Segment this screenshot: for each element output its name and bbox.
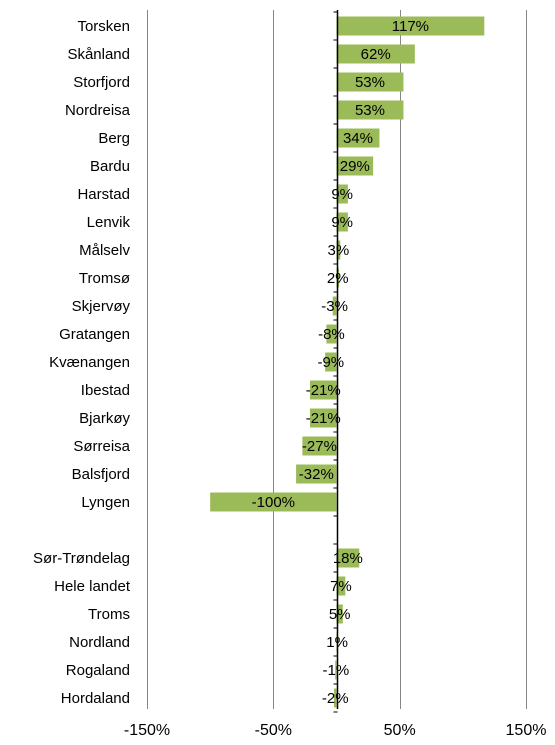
gridlines xyxy=(147,10,527,709)
category-label: Målselv xyxy=(79,242,130,259)
category-label: Skånland xyxy=(67,46,130,63)
bar xyxy=(333,688,337,708)
bar xyxy=(336,72,404,92)
data-label: 9% xyxy=(331,214,353,231)
data-label: -27% xyxy=(302,438,337,455)
category-label: Hordaland xyxy=(61,690,130,707)
x-tick-labels: -150% -50% 50% 150% xyxy=(124,722,547,739)
data-label: 3% xyxy=(328,242,350,259)
category-label: Ibestad xyxy=(81,382,130,399)
bar xyxy=(336,240,341,260)
x-tick-label: 50% xyxy=(384,722,416,739)
bar xyxy=(336,212,348,232)
data-label: -21% xyxy=(306,382,341,399)
category-label: Nordland xyxy=(69,634,130,651)
category-label: Sør-Trøndelag xyxy=(33,550,130,567)
category-label: Rogaland xyxy=(66,662,130,679)
data-labels: 117%62% 53% 53% 34% 29% 9% 9% 3% 2% -3% -8% -9% -21%… xyxy=(252,18,429,707)
category-label: Tromsø xyxy=(79,270,130,287)
data-label: 1% xyxy=(326,634,348,651)
data-label: 117% xyxy=(392,18,429,35)
data-label: -8% xyxy=(318,326,345,343)
bar xyxy=(302,436,337,456)
bar xyxy=(336,44,415,64)
category-label: Lenvik xyxy=(87,214,131,231)
data-label: -3% xyxy=(321,298,348,315)
data-label: 7% xyxy=(330,578,352,595)
category-labels: Torsken Skånland Storfjord Nordreisa Berg Bar… xyxy=(33,18,131,707)
bar xyxy=(325,352,337,372)
bar xyxy=(336,184,348,204)
category-label: Hele landet xyxy=(54,578,131,595)
bar xyxy=(309,380,337,400)
bar xyxy=(336,604,343,624)
bar xyxy=(336,548,360,568)
data-label: 62% xyxy=(361,46,391,63)
x-tick-label: -150% xyxy=(124,722,170,739)
x-tick-label: 150% xyxy=(506,722,547,739)
category-label: Nordreisa xyxy=(65,102,131,119)
category-label: Bardu xyxy=(90,158,130,175)
data-label: 53% xyxy=(355,74,385,91)
data-label: -32% xyxy=(299,466,334,483)
category-label: Skjervøy xyxy=(72,298,131,315)
bar xyxy=(210,492,337,512)
category-label: Kvænangen xyxy=(49,354,130,371)
data-label: -1% xyxy=(323,662,350,679)
data-label: 53% xyxy=(355,102,385,119)
bar xyxy=(326,324,337,344)
data-label: 29% xyxy=(340,158,370,175)
data-label: 5% xyxy=(329,606,351,623)
bar xyxy=(336,100,404,120)
data-label: 34% xyxy=(343,130,373,147)
x-tick-label: -50% xyxy=(255,722,292,739)
data-label: 2% xyxy=(327,270,349,287)
bar xyxy=(336,576,346,596)
bar xyxy=(335,660,337,680)
zero-axis xyxy=(333,10,339,713)
category-label: Storfjord xyxy=(73,74,130,91)
category-label: Sørreisa xyxy=(73,438,130,455)
bar xyxy=(336,156,374,176)
bar xyxy=(336,128,380,148)
category-label: Balsfjord xyxy=(72,466,130,483)
bars xyxy=(210,16,485,708)
category-label: Bjarkøy xyxy=(79,410,130,427)
data-label: 18% xyxy=(333,550,363,567)
bar xyxy=(332,296,337,316)
bar xyxy=(296,464,337,484)
data-label: -2% xyxy=(322,690,349,707)
data-label: -9% xyxy=(317,354,344,371)
category-label: Lyngen xyxy=(81,494,130,511)
data-label: -100% xyxy=(252,494,295,511)
bar xyxy=(336,16,485,36)
category-label: Troms xyxy=(88,606,130,623)
category-label: Torsken xyxy=(77,18,130,35)
category-label: Berg xyxy=(98,130,130,147)
data-label: 9% xyxy=(331,186,353,203)
bar xyxy=(309,408,337,428)
category-label: Gratangen xyxy=(59,326,130,343)
data-label: -21% xyxy=(306,410,341,427)
category-label: Harstad xyxy=(77,186,130,203)
